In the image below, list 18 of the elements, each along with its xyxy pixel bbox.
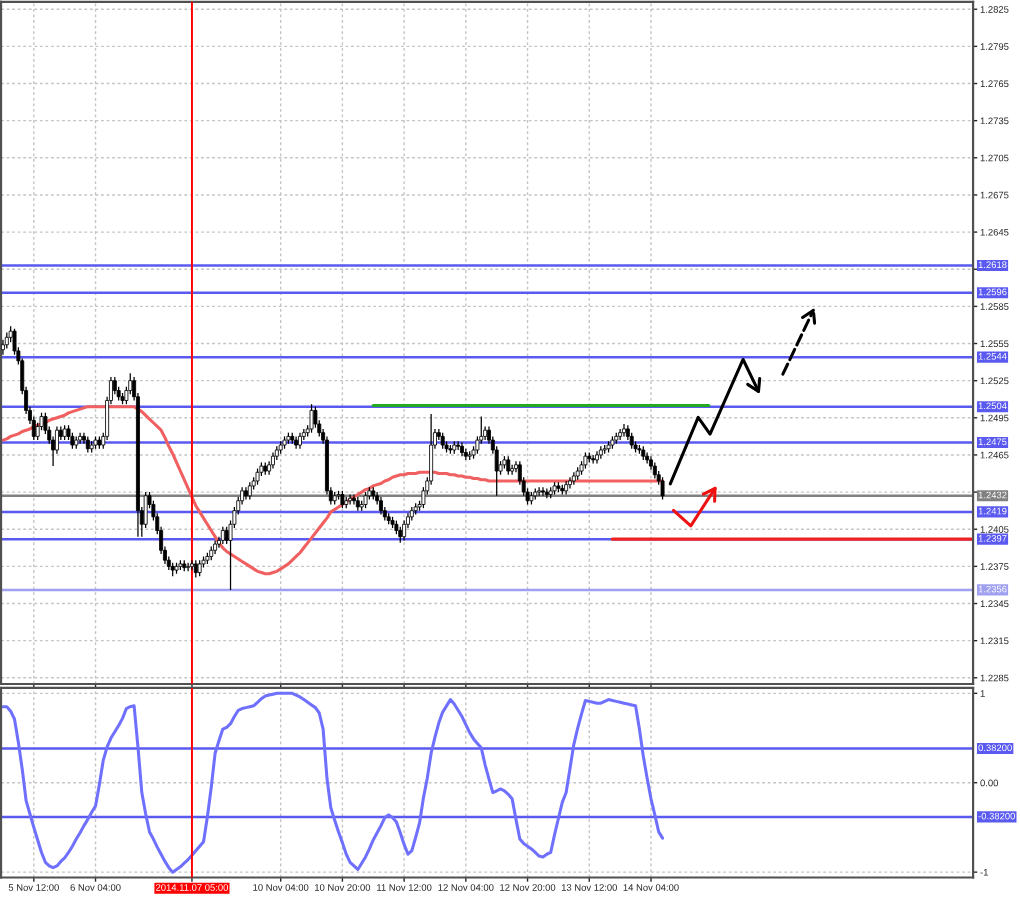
candlestick bbox=[506, 455, 511, 476]
line-series bbox=[1, 691, 665, 874]
line-series bbox=[1, 405, 665, 576]
candlestick bbox=[456, 440, 461, 451]
candlestick bbox=[591, 454, 596, 465]
candlestick bbox=[645, 451, 650, 465]
candlestick bbox=[348, 493, 353, 506]
candlestick bbox=[186, 562, 191, 572]
candlestick bbox=[352, 493, 356, 506]
candlestick bbox=[660, 476, 665, 501]
candlestick bbox=[510, 464, 515, 476]
candlestick bbox=[402, 519, 407, 542]
candlestick bbox=[190, 559, 194, 571]
candlestick bbox=[309, 403, 314, 434]
candlestick bbox=[622, 423, 626, 438]
candlestick bbox=[537, 486, 542, 497]
candlestick bbox=[244, 486, 248, 501]
candlestick bbox=[313, 406, 318, 429]
